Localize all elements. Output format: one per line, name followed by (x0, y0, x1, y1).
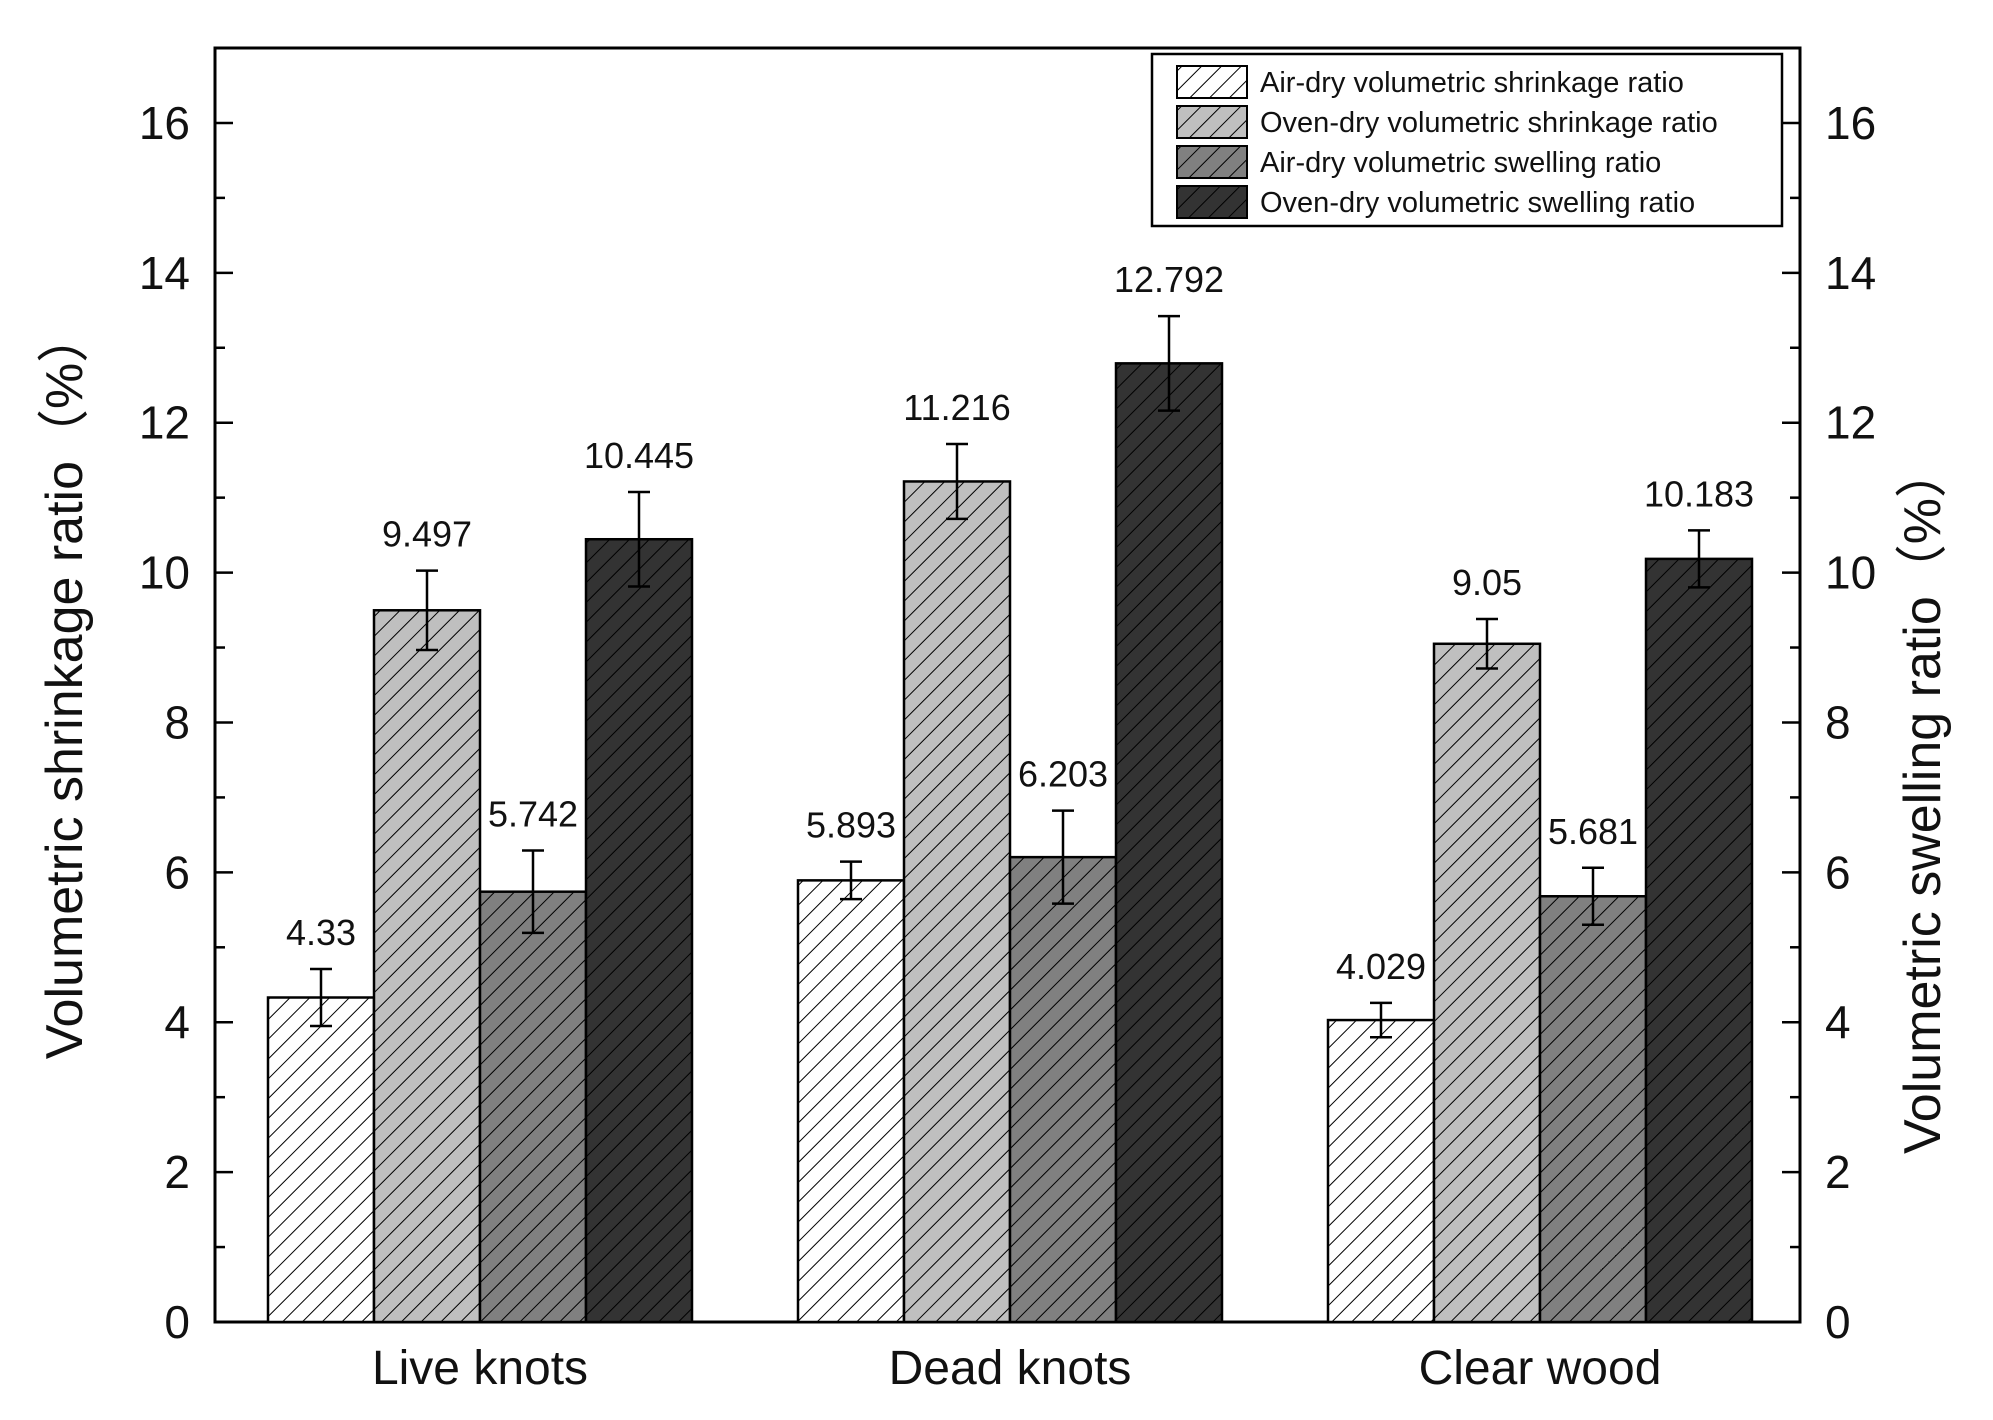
y-axis-title: Volumetric shrinkage ratio（%） (36, 311, 94, 1060)
legend-swatch (1176, 185, 1248, 219)
right-tick-label: 0 (1825, 1296, 1851, 1348)
bar (1432, 642, 1542, 1324)
legend-label: Air-dry volumetric shrinkage ratio (1260, 67, 1684, 99)
right-tick-label: 8 (1825, 696, 1851, 748)
data-label: 10.183 (1644, 473, 1754, 514)
bar (796, 879, 906, 1324)
data-label: 5.681 (1548, 811, 1638, 852)
legend-swatch (1176, 105, 1248, 139)
data-label: 12.792 (1114, 259, 1224, 300)
legend-swatch (1176, 65, 1248, 99)
data-label: 9.497 (382, 514, 472, 555)
bar (1008, 855, 1118, 1324)
data-label: 11.216 (903, 387, 1010, 428)
right-tick-label: 2 (1825, 1146, 1851, 1198)
bar (1644, 557, 1754, 1324)
bar (266, 996, 376, 1324)
left-tick-label: 12 (139, 397, 190, 449)
legend-swatch (1176, 145, 1248, 179)
left-tick-label: 6 (164, 846, 190, 898)
left-tick-label: 2 (164, 1146, 190, 1198)
right-tick-label: 6 (1825, 846, 1851, 898)
right-tick-label: 12 (1825, 397, 1876, 449)
data-label: 9.05 (1452, 562, 1522, 603)
data-label: 6.203 (1018, 754, 1108, 795)
category-labels-group: Live knots Dead knots Clear wood (372, 1342, 1661, 1395)
legend-label: Oven-dry volumetric shrinkage ratio (1260, 107, 1718, 139)
left-tick-label: 0 (164, 1296, 190, 1348)
y2-axis-title: Volumetric swelling ratio（%） (1894, 446, 1952, 1154)
category-label: Dead knots (889, 1342, 1132, 1395)
left-tick-label: 4 (164, 996, 190, 1048)
data-label: 5.893 (806, 805, 896, 846)
data-label: 10.445 (584, 435, 694, 476)
legend-label: Oven-dry volumetric swelling ratio (1260, 187, 1695, 219)
category-label: Clear wood (1419, 1342, 1662, 1395)
bar (1114, 362, 1224, 1324)
right-tick-label: 10 (1825, 547, 1876, 599)
bars-group (266, 314, 1754, 1324)
right-tick-label: 4 (1825, 996, 1851, 1048)
right-tick-label: 14 (1825, 247, 1876, 299)
legend-label: Air-dry volumetric swelling ratio (1260, 147, 1661, 179)
data-label: 4.33 (286, 912, 356, 953)
legend-box (1150, 52, 1784, 228)
bar (584, 537, 694, 1324)
bar (372, 609, 482, 1324)
right-tick-label: 16 (1825, 97, 1876, 149)
data-labels-group: 4.33 9.497 5.742 10.445 5.893 11.216 6.203 12.7… (286, 259, 1754, 987)
left-tick-label: 8 (164, 696, 190, 748)
legend: Air-dry volumetric shrinkage ratio Oven-d… (1150, 52, 1784, 228)
left-tick-label: 16 (139, 97, 190, 149)
left-y-axis: 0 2 4 6 8 10 12 14 16 (139, 97, 233, 1348)
bar (902, 480, 1012, 1324)
left-tick-label: 10 (139, 547, 190, 599)
bar (1538, 895, 1648, 1324)
category-label: Live knots (372, 1342, 588, 1395)
right-y-axis: 0 2 4 6 8 10 12 14 16 (1782, 97, 1876, 1348)
bar (1326, 1018, 1436, 1324)
bar (478, 890, 588, 1324)
data-label: 4.029 (1336, 946, 1426, 987)
left-tick-label: 14 (139, 247, 190, 299)
data-label: 5.742 (488, 793, 578, 834)
